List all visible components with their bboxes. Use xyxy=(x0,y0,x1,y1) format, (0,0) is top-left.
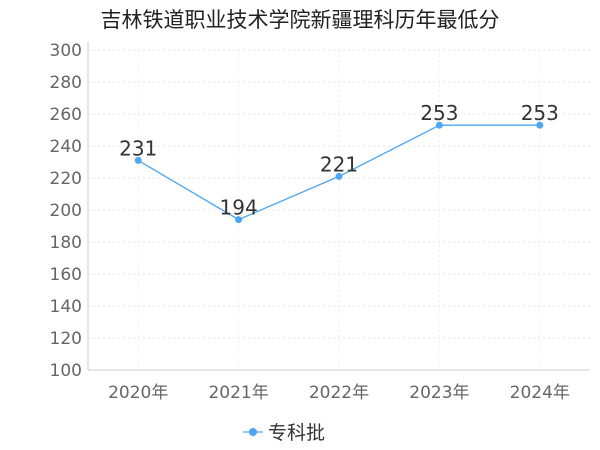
x-tick-label: 2023年 xyxy=(409,383,469,403)
x-tick-labels: 2020年 2021年 2022年 2023年 2024年 xyxy=(108,383,570,403)
legend-marker xyxy=(249,428,257,436)
y-tick-label: 160 xyxy=(50,265,82,285)
y-tick-label: 280 xyxy=(50,73,82,93)
y-tick-label: 300 xyxy=(50,41,82,61)
data-label: 221 xyxy=(320,152,358,176)
data-label: 253 xyxy=(420,101,458,125)
data-point xyxy=(235,216,243,224)
legend[interactable]: 专科批 xyxy=(243,422,325,444)
data-point xyxy=(134,156,142,164)
axes xyxy=(87,42,590,371)
x-tick-label: 2022年 xyxy=(309,383,369,403)
grid-lines xyxy=(88,49,590,371)
chart-title: 吉林铁道职业技术学院新疆理科历年最低分 xyxy=(100,8,500,32)
y-tick-label: 180 xyxy=(50,233,82,253)
y-tick-label: 120 xyxy=(50,329,82,349)
y-tick-label: 240 xyxy=(50,137,82,157)
series-layer xyxy=(134,121,544,224)
data-label: 231 xyxy=(119,136,157,160)
x-tick-label: 2020年 xyxy=(108,383,168,403)
data-point xyxy=(435,121,443,129)
legend-label: 专科批 xyxy=(268,422,325,444)
data-point xyxy=(536,121,544,129)
x-tick-label: 2021年 xyxy=(208,383,268,403)
y-tick-label: 140 xyxy=(50,297,82,317)
y-tick-label: 100 xyxy=(50,361,82,381)
data-point xyxy=(335,172,343,180)
y-tick-label: 200 xyxy=(50,201,82,221)
x-tick-label: 2024年 xyxy=(510,383,570,403)
y-tick-label: 260 xyxy=(50,105,82,125)
data-label: 194 xyxy=(220,196,258,220)
y-tick-labels: 100 120 140 160 180 200 220 240 260 280 300 xyxy=(50,41,82,381)
data-labels: 231 194 221 253 253 xyxy=(119,101,559,219)
data-label: 253 xyxy=(521,101,559,125)
y-tick-label: 220 xyxy=(50,169,82,189)
